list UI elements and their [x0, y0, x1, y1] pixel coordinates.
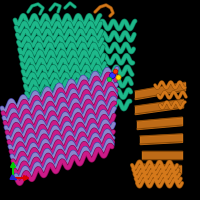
Point	[113, 69, 117, 73]
Point	[107, 77, 111, 81]
Point	[110, 73, 114, 77]
Point	[116, 75, 120, 79]
